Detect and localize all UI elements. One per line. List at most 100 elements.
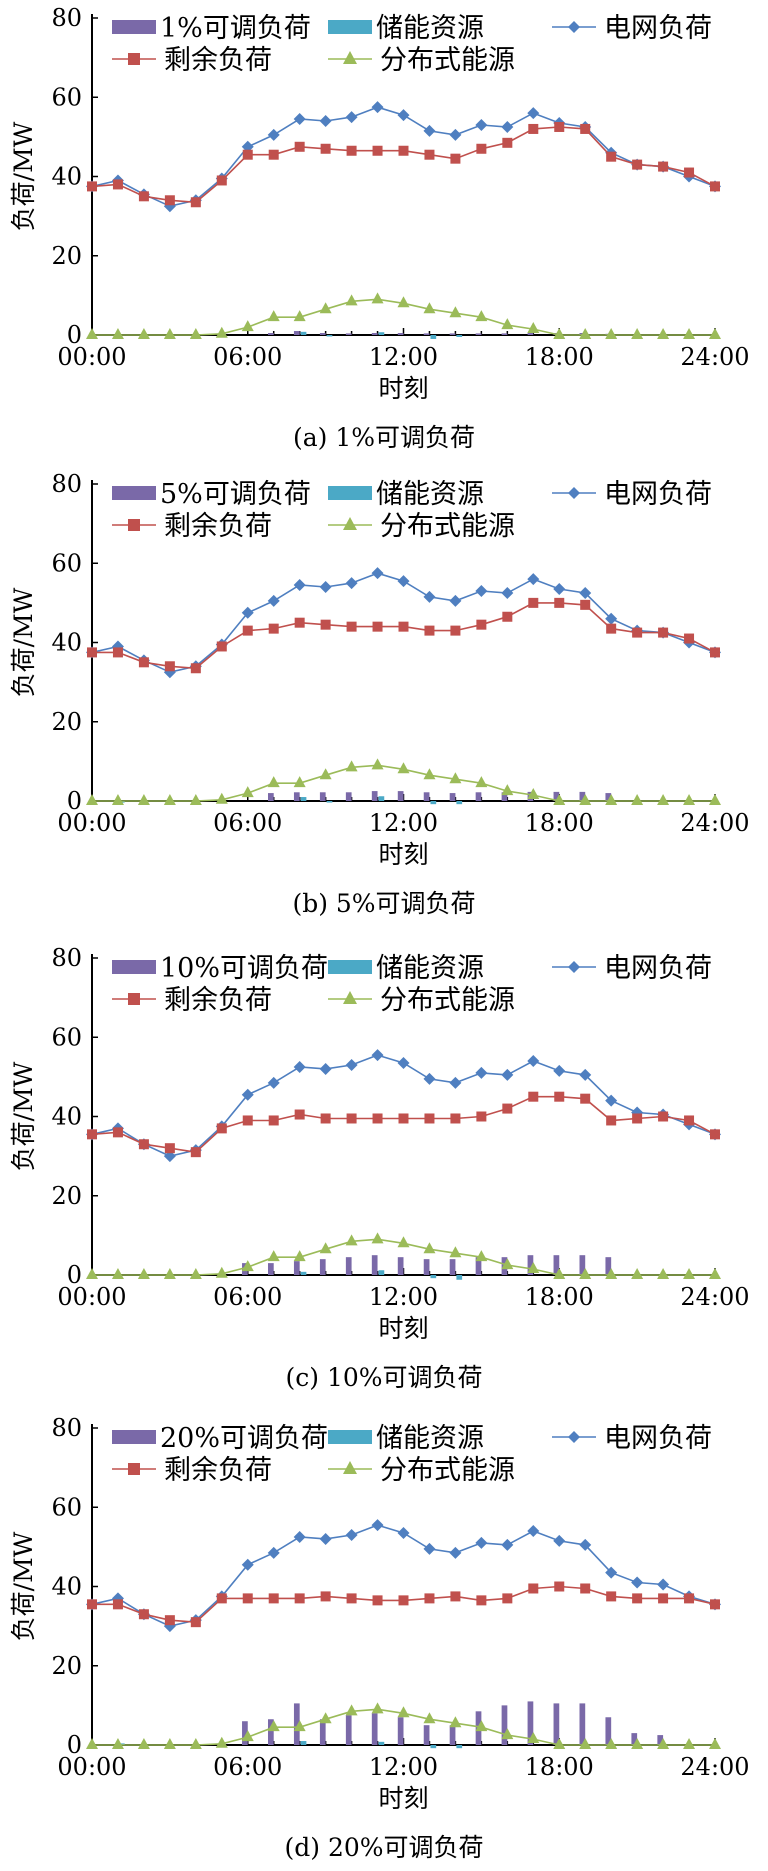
legend-residual-load-label: 剩余负荷: [164, 45, 272, 76]
distributed-energy-point: [345, 760, 358, 772]
residual-load-point: [528, 597, 539, 608]
grid-load-line: [91, 1524, 716, 1627]
grid-load-point: [319, 1062, 332, 1075]
distributed-energy-point: [579, 794, 592, 805]
grid-load-point: [397, 109, 410, 122]
distributed-energy-point: [449, 1716, 462, 1728]
grid-load-point: [293, 579, 306, 592]
distributed-energy-point: [553, 1738, 566, 1749]
adjustable-load-bar: [397, 333, 404, 335]
distributed-energy-point: [86, 328, 98, 339]
adjustable-load-bar: [423, 792, 430, 801]
adjustable-load-bar: [293, 1261, 300, 1275]
residual-load-point: [138, 1139, 149, 1150]
residual-load-point: [346, 1593, 357, 1604]
legend-storage-label: 储能资源: [376, 479, 484, 510]
grid-load-point: [449, 128, 462, 141]
grid-load-point: [605, 1094, 618, 1107]
legend-storage-swatch: [328, 486, 372, 500]
chart-svg: 0 20 40 60 80 00:00 06:00 12:00 18:00 24:00 时刻 负荷/M…: [9, 944, 750, 1343]
residual-load-point: [684, 633, 695, 644]
distributed-energy-point: [397, 1236, 410, 1248]
y-axis-label: 负荷/MW: [9, 587, 38, 697]
legend-grid-load-label: 电网负荷: [604, 953, 712, 984]
residual-load-point: [164, 661, 175, 672]
residual-load-point: [268, 149, 279, 160]
grid-load-point: [527, 107, 540, 120]
distributed-energy-point: [579, 1738, 592, 1749]
grid-load-point: [241, 1088, 254, 1101]
grid-load-point: [475, 584, 488, 597]
storage-bar: [300, 1271, 307, 1275]
residual-load-point: [658, 1593, 669, 1604]
adjustable-load-bar: [475, 333, 482, 335]
residual-load-point: [372, 621, 383, 632]
residual-load-point: [632, 159, 643, 170]
y-axis-label: 负荷/MW: [9, 1531, 38, 1641]
distributed-energy-point: [371, 1702, 384, 1714]
residual-load-point: [216, 641, 227, 652]
distributed-energy-point: [631, 1738, 644, 1749]
y-tick-label: 60: [51, 1493, 82, 1521]
residual-load-point: [87, 647, 97, 658]
grid-load-point: [579, 1068, 592, 1081]
adjustable-load-bar: [449, 333, 456, 335]
grid-load-point: [397, 1057, 410, 1070]
grid-load-point: [423, 590, 436, 603]
distributed-energy-point: [657, 1268, 670, 1279]
residual-load-point: [502, 1103, 513, 1114]
grid-load-point: [501, 1538, 514, 1551]
distributed-energy-point: [86, 1268, 98, 1279]
adjustable-load-bar: [397, 791, 404, 801]
grid-load-point: [579, 1538, 592, 1551]
distributed-energy-point: [241, 320, 254, 332]
y-tick-label: 0: [67, 787, 82, 815]
grid-load-point: [449, 1546, 462, 1559]
distributed-energy-point: [241, 1730, 254, 1742]
residual-load-point: [164, 1615, 175, 1626]
grid-load-point: [527, 1525, 540, 1538]
residual-load-point: [710, 647, 720, 658]
adjustable-load-bar: [631, 1733, 638, 1745]
y-tick-label: 20: [51, 242, 82, 270]
residual-load-point: [294, 1109, 305, 1120]
adjustable-load-bar: [397, 1717, 404, 1745]
residual-load-line: [92, 602, 716, 670]
distributed-energy-point: [111, 1268, 124, 1279]
legend-adjustable-load-label: 20%可调负荷: [160, 1423, 328, 1454]
legend-residual-load-swatch-marker: [128, 53, 140, 65]
distributed-energy-point: [605, 328, 618, 339]
adjustable-load-bar: [293, 792, 300, 801]
chart-svg: 0 20 40 60 80 00:00 06:00 12:00 18:00 24:00 时刻 负荷/M…: [9, 4, 750, 403]
legend-distributed-energy-swatch-marker: [343, 51, 357, 64]
distributed-energy-point: [163, 328, 176, 339]
legend-adjustable-load-label: 5%可调负荷: [160, 479, 311, 510]
distributed-energy-point: [683, 328, 696, 339]
chart-panel-c: 0 20 40 60 80 00:00 06:00 12:00 18:00 24:00 时刻 负荷/M…: [0, 940, 768, 1400]
distributed-energy-point: [501, 1728, 514, 1740]
storage-bar: [430, 335, 437, 339]
residual-load-point: [580, 599, 591, 610]
grid-load-point: [371, 1049, 384, 1062]
storage-bar: [326, 801, 333, 803]
distributed-energy-point: [475, 1720, 488, 1732]
y-tick-label: 60: [51, 83, 82, 111]
distributed-energy-point: [293, 310, 306, 322]
residual-load-point: [138, 657, 149, 668]
grid-load-point: [345, 111, 358, 124]
storage-bar: [456, 801, 463, 805]
legend-storage-swatch: [328, 960, 372, 974]
distributed-energy-point: [527, 788, 540, 800]
residual-load-point: [216, 1123, 227, 1134]
residual-load-point: [398, 621, 409, 632]
residual-load-point: [398, 145, 409, 156]
residual-load-point: [554, 1091, 565, 1102]
adjustable-load-bar: [345, 333, 352, 335]
residual-load-point: [528, 1091, 539, 1102]
distributed-energy-point: [501, 1258, 514, 1270]
grid-load-point: [449, 594, 462, 607]
residual-load-point: [450, 153, 461, 164]
adjustable-load-bar: [319, 1259, 326, 1275]
grid-load-point: [579, 586, 592, 599]
distributed-energy-point: [423, 768, 436, 780]
